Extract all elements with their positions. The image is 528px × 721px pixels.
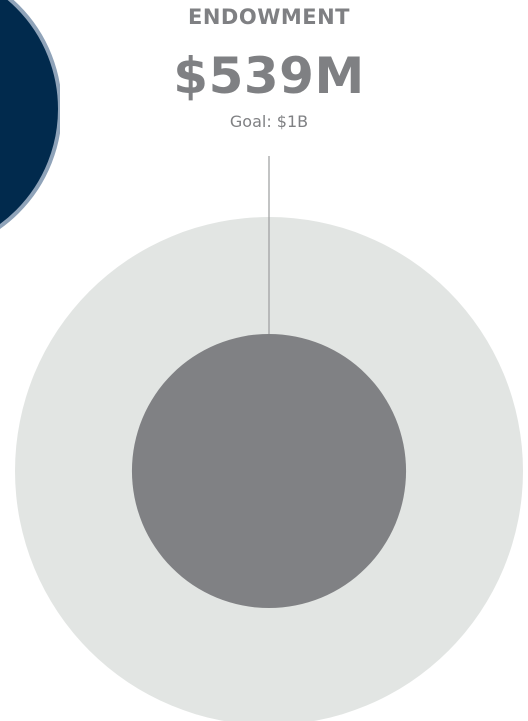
metric-label: ENDOWMENT xyxy=(187,5,350,29)
decorative-circle xyxy=(0,0,60,229)
current-circle xyxy=(131,333,407,609)
metric-value: $539M xyxy=(173,47,365,105)
decorative-circle-shape xyxy=(0,0,60,229)
goal-text: Goal: $1B xyxy=(229,112,309,131)
